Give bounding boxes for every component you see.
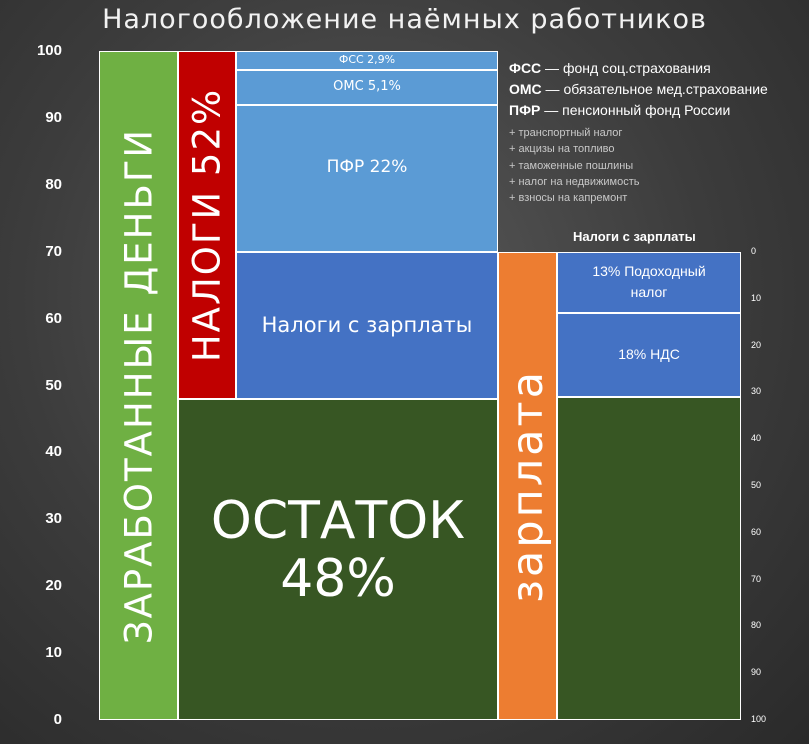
breakdown-label: налог <box>630 284 668 301</box>
note-item: + акцизы на топливо <box>509 143 615 156</box>
segment-oms: ОМС 5,1% <box>236 70 498 105</box>
bar-earned <box>99 51 178 720</box>
y-tick-label: 50 <box>45 376 62 394</box>
right-tick-label: 100 <box>751 714 767 724</box>
breakdown-label: 18% НДС <box>618 346 680 363</box>
right-tick-label: 40 <box>751 433 762 444</box>
breakdown-title: Налоги с зарплаты <box>573 229 696 244</box>
note-item: + таможенные пошлины <box>509 159 634 172</box>
breakdown-label: 13% Подоходный <box>592 263 706 280</box>
segment-fss: ФСС 2,9% <box>236 51 498 71</box>
segment-label: Налоги с зарплаты <box>261 313 473 338</box>
right-tick-label: 30 <box>751 386 762 397</box>
right-tick-label: 20 <box>751 339 762 350</box>
segment-label: ОСТАТОК <box>210 490 466 551</box>
note-item: + взносы на капремонт <box>509 192 628 205</box>
legend-abbr: ПФР <box>509 102 541 118</box>
right-tick-label: 60 <box>751 526 762 537</box>
bar-salary <box>498 251 557 720</box>
legend-text: — обязательное мед.страхование <box>541 81 768 97</box>
y-tick-label: 10 <box>45 644 62 662</box>
right-tick-label: 10 <box>751 292 762 303</box>
segment-label: ПФР 22% <box>326 156 408 177</box>
legend-entry: ПФР — пенсионный фонд России <box>509 102 730 118</box>
segment-salary-taxes: Налоги с зарплаты <box>236 251 498 399</box>
chart-title: Налогообложение наёмных работников <box>102 4 707 35</box>
bar-label-taxes-total: НАЛОГИ 52% <box>185 87 229 363</box>
segment-remainder: ОСТАТОК 48% <box>178 398 498 720</box>
y-tick-label: 0 <box>53 711 62 728</box>
y-tick-label: 40 <box>45 443 62 461</box>
y-tick-label: 100 <box>36 42 62 59</box>
right-tick-label: 90 <box>751 667 762 678</box>
legend-abbr: ФСС <box>509 60 542 76</box>
right-tick-label: 70 <box>751 573 762 584</box>
legend-text: — пенсионный фонд России <box>540 102 731 118</box>
note-item: + налог на недвижимость <box>509 175 640 188</box>
y-tick-label: 80 <box>45 175 62 193</box>
legend-entry: ФСС — фонд соц.страхования <box>509 60 711 76</box>
bar-label-earned: ЗАРАБОТАННЫЕ ДЕНЬГИ <box>117 127 160 644</box>
y-tick-label: 60 <box>45 309 62 327</box>
breakdown-remaining <box>557 397 741 720</box>
segment-label: 48% <box>280 548 396 609</box>
legend-abbr: ОМС <box>509 81 542 97</box>
bar-label-salary: зарплата <box>502 368 553 603</box>
y-tick-label: 90 <box>45 108 62 126</box>
right-tick-label: 50 <box>751 480 762 490</box>
note-item: + транспортный налог <box>509 127 623 139</box>
y-tick-label: 20 <box>45 577 62 595</box>
legend-entry: ОМС — обязательное мед.страхование <box>509 81 768 97</box>
right-tick-label: 80 <box>751 620 762 631</box>
bar-taxes-total <box>178 51 236 399</box>
segment-label: ФСС 2,9% <box>338 53 396 67</box>
segment-label: ОМС 5,1% <box>333 78 401 94</box>
breakdown-income-tax: 13% Подоходный налог <box>557 252 741 313</box>
y-tick-label: 70 <box>45 242 62 260</box>
legend-text: — фонд соц.страхования <box>541 60 711 76</box>
breakdown-vat: 18% НДС <box>557 312 741 398</box>
y-tick-label: 30 <box>45 510 62 528</box>
segment-pfr: ПФР 22% <box>236 104 498 252</box>
right-tick-label: 0 <box>751 246 757 256</box>
